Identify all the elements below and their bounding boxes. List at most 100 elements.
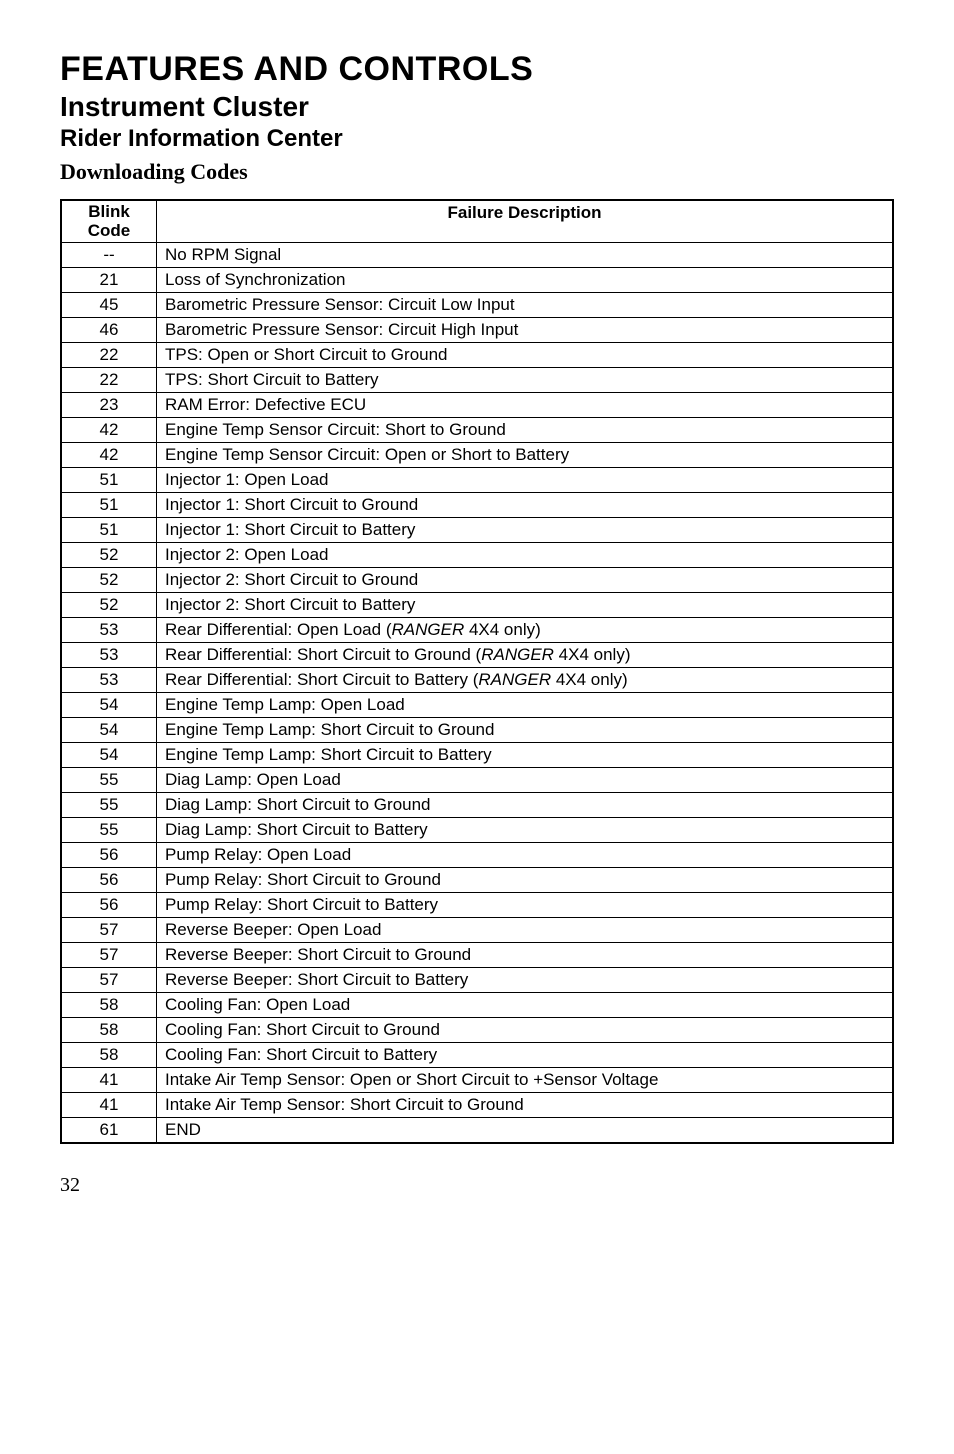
failure-description-cell: Loss of Synchronization [157,268,894,293]
table-row: 42Engine Temp Sensor Circuit: Open or Sh… [61,443,893,468]
failure-description-cell: TPS: Short Circuit to Battery [157,368,894,393]
failure-description-cell: RAM Error: Defective ECU [157,393,894,418]
failure-description-cell: Engine Temp Sensor Circuit: Open or Shor… [157,443,894,468]
downloading-codes-heading: Downloading Codes [60,159,894,185]
page-number: 32 [60,1174,894,1197]
table-row: 45Barometric Pressure Sensor: Circuit Lo… [61,293,893,318]
blink-code-cell: 55 [61,793,157,818]
blink-code-cell: 45 [61,293,157,318]
failure-description-cell: No RPM Signal [157,243,894,268]
blink-code-cell: 56 [61,843,157,868]
table-row: 56Pump Relay: Open Load [61,843,893,868]
table-row: 57Reverse Beeper: Open Load [61,918,893,943]
failure-description-cell: Diag Lamp: Short Circuit to Battery [157,818,894,843]
table-row: 58Cooling Fan: Open Load [61,993,893,1018]
table-row: 22TPS: Open or Short Circuit to Ground [61,343,893,368]
failure-description-cell: Cooling Fan: Short Circuit to Battery [157,1043,894,1068]
table-row: 52Injector 2: Open Load [61,543,893,568]
failure-description-cell: Barometric Pressure Sensor: Circuit High… [157,318,894,343]
failure-description-cell: Intake Air Temp Sensor: Open or Short Ci… [157,1068,894,1093]
failure-description-cell: Engine Temp Lamp: Open Load [157,693,894,718]
sub-title: Instrument Cluster [60,91,894,123]
table-row: 41Intake Air Temp Sensor: Open or Short … [61,1068,893,1093]
table-row: 21Loss of Synchronization [61,268,893,293]
blink-code-cell: 41 [61,1093,157,1118]
failure-description-cell: Injector 1: Open Load [157,468,894,493]
failure-description-cell: Reverse Beeper: Short Circuit to Battery [157,968,894,993]
table-row: 51Injector 1: Open Load [61,468,893,493]
blink-code-cell: 54 [61,743,157,768]
table-row: 57Reverse Beeper: Short Circuit to Groun… [61,943,893,968]
blink-code-cell: 52 [61,568,157,593]
blink-code-cell: -- [61,243,157,268]
blink-code-cell: 51 [61,493,157,518]
failure-description-cell: Reverse Beeper: Open Load [157,918,894,943]
table-row: 54Engine Temp Lamp: Short Circuit to Gro… [61,718,893,743]
failure-description-cell: Injector 1: Short Circuit to Battery [157,518,894,543]
table-row: 57Reverse Beeper: Short Circuit to Batte… [61,968,893,993]
blink-code-cell: 23 [61,393,157,418]
blink-codes-table: Blink Code Failure Description --No RPM … [60,199,894,1144]
header-failure-description: Failure Description [157,200,894,243]
failure-description-cell: Injector 2: Short Circuit to Battery [157,593,894,618]
blink-code-cell: 57 [61,943,157,968]
table-row: 54Engine Temp Lamp: Open Load [61,693,893,718]
header-blink-code: Blink Code [61,200,157,243]
blink-code-cell: 57 [61,968,157,993]
table-row: 54Engine Temp Lamp: Short Circuit to Bat… [61,743,893,768]
blink-code-cell: 56 [61,893,157,918]
failure-description-cell: Reverse Beeper: Short Circuit to Ground [157,943,894,968]
failure-description-cell: Diag Lamp: Short Circuit to Ground [157,793,894,818]
blink-code-cell: 22 [61,343,157,368]
failure-description-cell: END [157,1118,894,1144]
table-row: 53Rear Differential: Short Circuit to Ba… [61,668,893,693]
table-row: 61END [61,1118,893,1144]
failure-description-cell: TPS: Open or Short Circuit to Ground [157,343,894,368]
blink-code-cell: 58 [61,993,157,1018]
table-row: 52Injector 2: Short Circuit to Ground [61,568,893,593]
table-row: 51Injector 1: Short Circuit to Battery [61,518,893,543]
table-row: 22TPS: Short Circuit to Battery [61,368,893,393]
failure-description-cell: Intake Air Temp Sensor: Short Circuit to… [157,1093,894,1118]
failure-description-cell: Rear Differential: Short Circuit to Grou… [157,643,894,668]
failure-description-cell: Rear Differential: Open Load (RANGER 4X4… [157,618,894,643]
failure-description-cell: Engine Temp Lamp: Short Circuit to Batte… [157,743,894,768]
table-row: 51Injector 1: Short Circuit to Ground [61,493,893,518]
blink-code-cell: 22 [61,368,157,393]
failure-description-cell: Diag Lamp: Open Load [157,768,894,793]
blink-code-cell: 61 [61,1118,157,1144]
table-row: 56Pump Relay: Short Circuit to Battery [61,893,893,918]
table-row: 55Diag Lamp: Short Circuit to Battery [61,818,893,843]
blink-code-cell: 52 [61,543,157,568]
blink-code-cell: 42 [61,443,157,468]
blink-code-cell: 58 [61,1018,157,1043]
blink-code-cell: 53 [61,643,157,668]
table-row: 41Intake Air Temp Sensor: Short Circuit … [61,1093,893,1118]
blink-code-cell: 55 [61,818,157,843]
table-row: 46Barometric Pressure Sensor: Circuit Hi… [61,318,893,343]
table-row: 42Engine Temp Sensor Circuit: Short to G… [61,418,893,443]
blink-code-cell: 52 [61,593,157,618]
table-row: 53Rear Differential: Short Circuit to Gr… [61,643,893,668]
failure-description-cell: Injector 2: Open Load [157,543,894,568]
table-row: 52Injector 2: Short Circuit to Battery [61,593,893,618]
failure-description-cell: Rear Differential: Short Circuit to Batt… [157,668,894,693]
blink-code-cell: 42 [61,418,157,443]
table-row: 56Pump Relay: Short Circuit to Ground [61,868,893,893]
table-row: 53Rear Differential: Open Load (RANGER 4… [61,618,893,643]
blink-code-cell: 53 [61,668,157,693]
blink-code-cell: 58 [61,1043,157,1068]
main-title: FEATURES AND CONTROLS [60,50,894,89]
blink-code-cell: 54 [61,718,157,743]
blink-code-cell: 56 [61,868,157,893]
section-title: Rider Information Center [60,125,894,153]
failure-description-cell: Pump Relay: Short Circuit to Ground [157,868,894,893]
table-row: 55Diag Lamp: Short Circuit to Ground [61,793,893,818]
blink-code-cell: 51 [61,518,157,543]
failure-description-cell: Injector 1: Short Circuit to Ground [157,493,894,518]
table-row: 58Cooling Fan: Short Circuit to Battery [61,1043,893,1068]
table-row: --No RPM Signal [61,243,893,268]
table-row: 55Diag Lamp: Open Load [61,768,893,793]
blink-code-cell: 57 [61,918,157,943]
blink-code-cell: 55 [61,768,157,793]
